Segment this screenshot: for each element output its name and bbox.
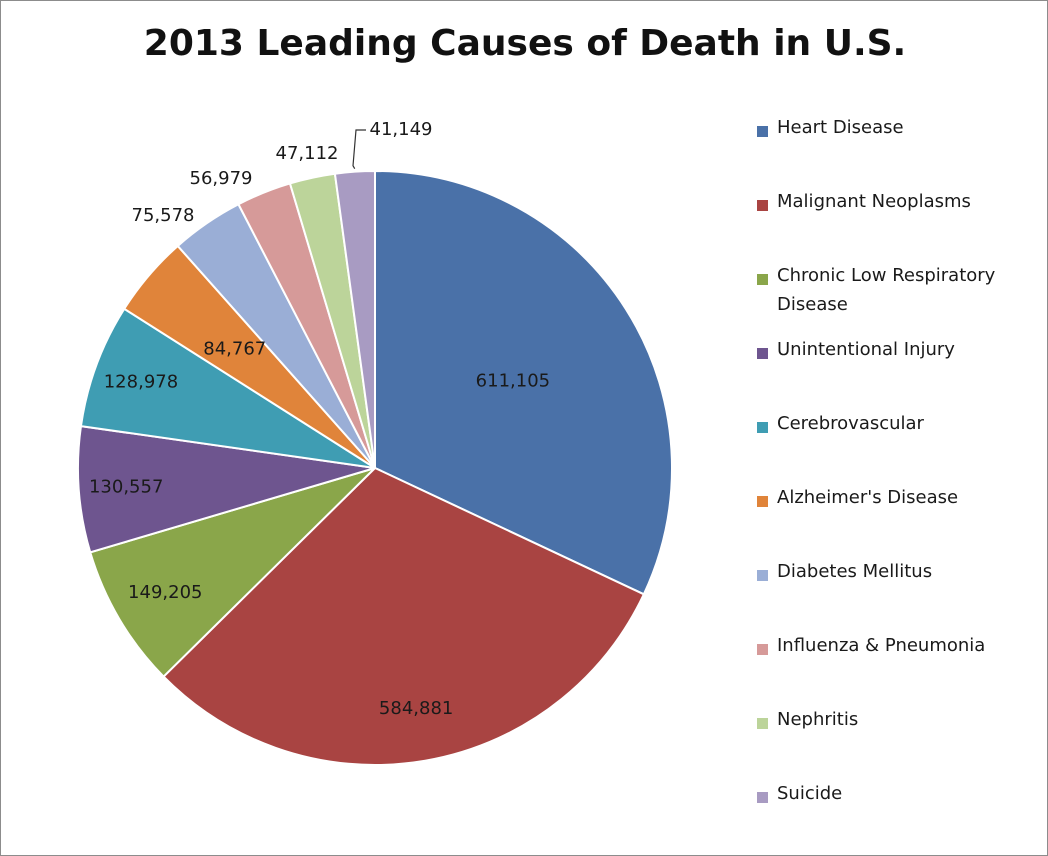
legend-label: Unintentional Injury bbox=[777, 339, 955, 360]
legend-swatch bbox=[757, 274, 768, 285]
legend-label: Influenza & Pneumonia bbox=[777, 635, 986, 656]
legend-entry: Malignant Neoplasms bbox=[757, 191, 1042, 216]
legend-swatch bbox=[757, 348, 768, 359]
legend-entry: Cerebrovascular bbox=[757, 413, 1042, 438]
legend-label: Heart Disease bbox=[777, 117, 904, 138]
legend-label: Nephritis bbox=[777, 709, 859, 730]
legend-label: Cerebrovascular bbox=[777, 413, 924, 434]
data-label: 41,149 bbox=[370, 119, 433, 140]
legend-entry: Chronic Low Respiratory Disease bbox=[757, 265, 1042, 319]
legend-swatch bbox=[757, 570, 768, 581]
legend-entry: Suicide bbox=[757, 783, 1042, 808]
data-label: 128,978 bbox=[104, 372, 178, 393]
legend-swatch bbox=[757, 200, 768, 211]
legend-swatch bbox=[757, 718, 768, 729]
legend-entry: Unintentional Injury bbox=[757, 339, 1042, 364]
legend-swatch bbox=[757, 126, 768, 137]
legend-label: Malignant Neoplasms bbox=[777, 191, 971, 212]
data-label: 130,557 bbox=[89, 476, 163, 497]
leader-line bbox=[352, 129, 366, 169]
legend-swatch bbox=[757, 496, 768, 507]
data-label: 149,205 bbox=[128, 582, 202, 603]
legend-entry: Diabetes Mellitus bbox=[757, 561, 1042, 586]
pie-slice-suicide bbox=[333, 169, 376, 469]
data-label: 47,112 bbox=[276, 143, 339, 164]
legend-entry: Heart Disease bbox=[757, 117, 1042, 142]
legend-label: Chronic Low Respiratory Disease bbox=[777, 265, 996, 315]
data-label: 56,979 bbox=[190, 168, 253, 189]
data-label: 584,881 bbox=[379, 698, 453, 719]
legend-swatch bbox=[757, 792, 768, 803]
data-label: 75,578 bbox=[132, 205, 195, 226]
legend-entry: Influenza & Pneumonia bbox=[757, 635, 1042, 660]
data-label: 84,767 bbox=[203, 339, 266, 360]
pie-slice-heart-disease bbox=[374, 169, 673, 596]
pie-slice-cerebrovascular bbox=[79, 307, 376, 469]
legend-entry: Alzheimer's Disease bbox=[757, 487, 1042, 512]
legend-label: Suicide bbox=[777, 783, 843, 804]
legend-label: Diabetes Mellitus bbox=[777, 561, 933, 582]
legend-swatch bbox=[757, 644, 768, 655]
legend-swatch bbox=[757, 422, 768, 433]
legend-entry: Nephritis bbox=[757, 709, 1042, 734]
legend-label: Alzheimer's Disease bbox=[777, 487, 959, 508]
pie-slice-malignant-neoplasms bbox=[162, 466, 646, 766]
chart-title: 2013 Leading Causes of Death in U.S. bbox=[143, 23, 907, 64]
data-label: 611,105 bbox=[476, 370, 550, 391]
pie-slice-chronic-low-respiratory-disease bbox=[88, 467, 376, 679]
